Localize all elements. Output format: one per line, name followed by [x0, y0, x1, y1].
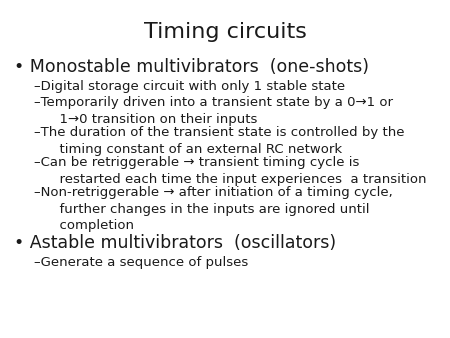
Text: –Temporarily driven into a transient state by a 0→1 or
      1→0 transition on t: –Temporarily driven into a transient sta… [34, 96, 393, 125]
Text: • Monostable multivibrators  (one-shots): • Monostable multivibrators (one-shots) [14, 58, 369, 76]
Text: –Digital storage circuit with only 1 stable state: –Digital storage circuit with only 1 sta… [34, 80, 345, 93]
Text: –Non-retriggerable → after initiation of a timing cycle,
      further changes i: –Non-retriggerable → after initiation of… [34, 186, 393, 232]
Text: –Generate a sequence of pulses: –Generate a sequence of pulses [34, 256, 248, 269]
Text: –Can be retriggerable → transient timing cycle is
      restarted each time the : –Can be retriggerable → transient timing… [34, 156, 427, 186]
Text: –The duration of the transient state is controlled by the
      timing constant : –The duration of the transient state is … [34, 126, 405, 155]
Text: • Astable multivibrators  (oscillators): • Astable multivibrators (oscillators) [14, 234, 336, 252]
Text: Timing circuits: Timing circuits [144, 22, 306, 42]
